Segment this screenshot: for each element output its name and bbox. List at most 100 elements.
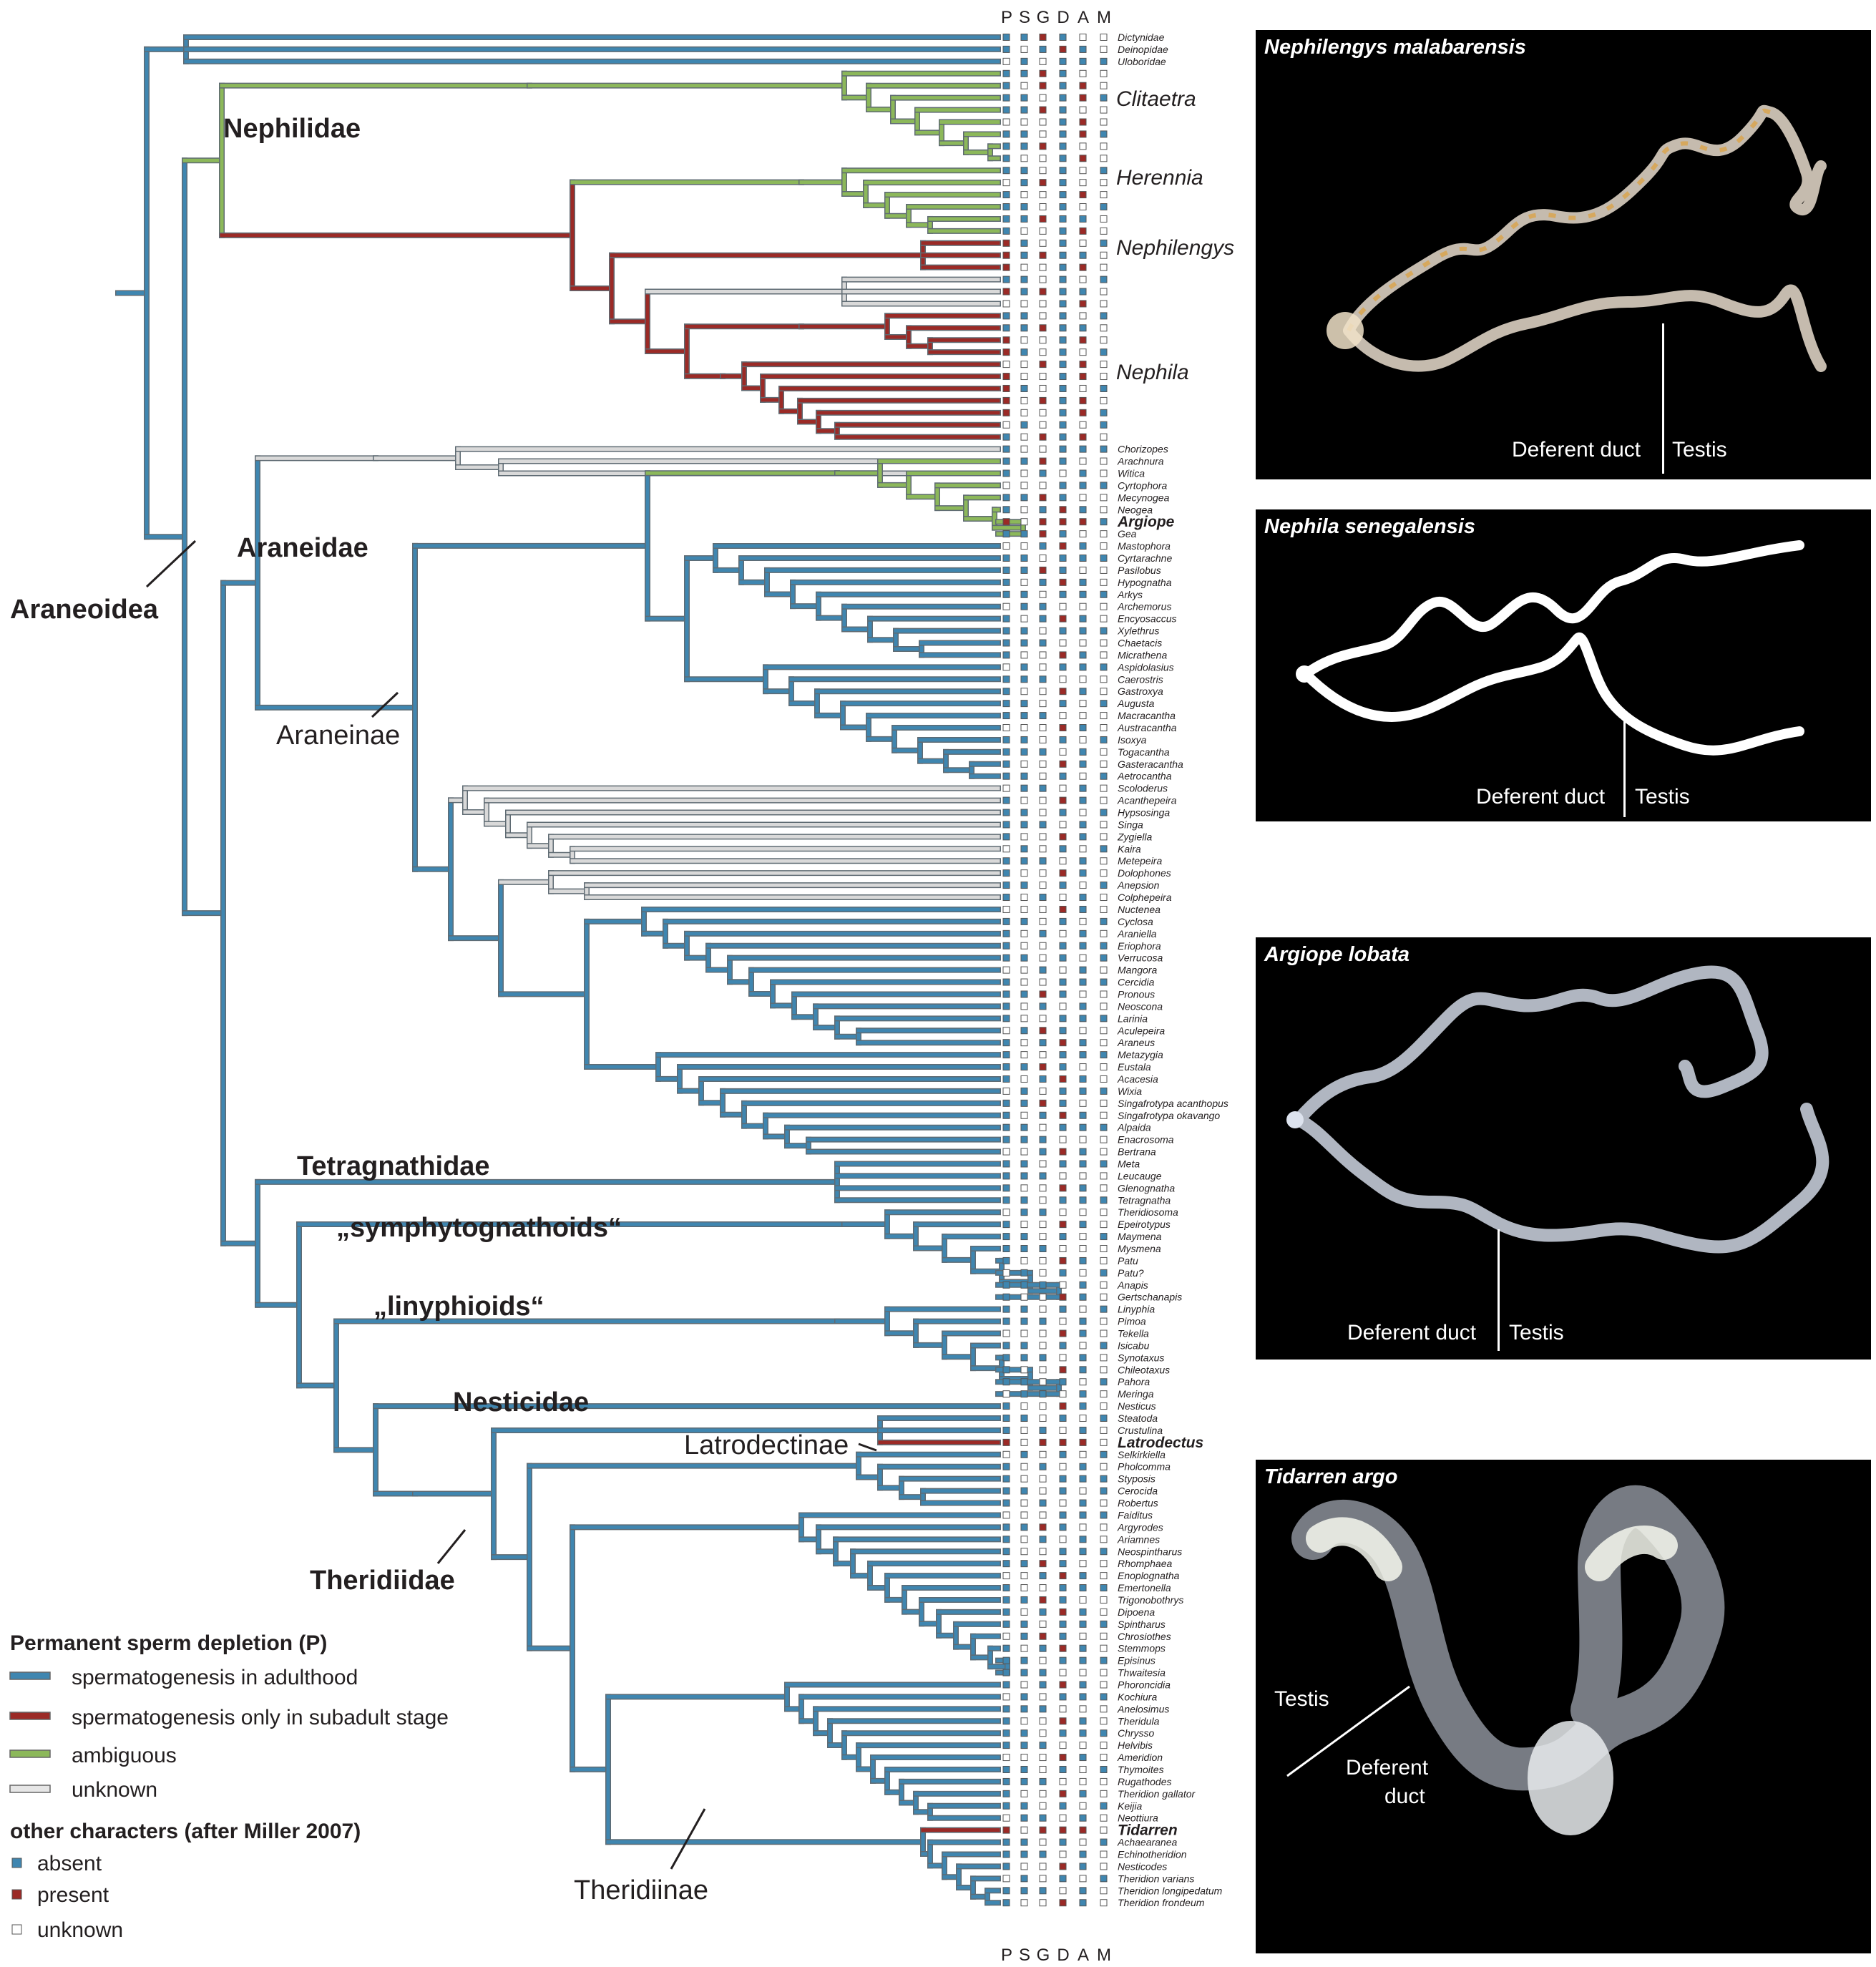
- matrix-cell: [1039, 1111, 1047, 1119]
- matrix-cell: [1059, 1669, 1067, 1676]
- matrix-cell: [1100, 1887, 1108, 1895]
- matrix-cell: [1039, 1293, 1047, 1301]
- matrix-cell: [1100, 1209, 1108, 1216]
- matrix-cell: [1079, 494, 1087, 502]
- matrix-cell: [1100, 809, 1108, 816]
- matrix-cell: [1100, 1317, 1108, 1325]
- matrix-cell: [1002, 1051, 1010, 1059]
- matrix-cell: [1079, 1777, 1087, 1785]
- matrix-cell: [1039, 239, 1047, 247]
- tidarren-pointer: [1286, 1685, 1410, 1777]
- matrix-cell: [1100, 1572, 1108, 1580]
- matrix-cell: [1100, 1160, 1108, 1168]
- legend-swatch-unknown-box: [11, 1924, 22, 1935]
- taxon-label: Rugathodes: [1118, 1776, 1172, 1787]
- matrix-cell: [1059, 1596, 1067, 1604]
- matrix-cell: [1100, 663, 1108, 671]
- clade-label-theridiinae: Theridiinae: [574, 1875, 708, 1905]
- matrix-cell: [1079, 1245, 1087, 1252]
- matrix-cell: [1020, 1863, 1028, 1870]
- matrix-cell: [1100, 312, 1108, 320]
- matrix-cell: [1002, 1487, 1010, 1495]
- matrix-cell: [1002, 1172, 1010, 1180]
- matrix-cell: [1079, 1632, 1087, 1640]
- matrix-cell: [1020, 566, 1028, 574]
- legend-item-unknown: unknown: [72, 1778, 157, 1802]
- matrix-cell: [1059, 288, 1067, 296]
- matrix-cell: [1100, 821, 1108, 829]
- matrix-cell: [1100, 712, 1108, 720]
- matrix-cell: [1059, 179, 1067, 187]
- taxon-label: Kaira: [1118, 843, 1141, 854]
- clade-label-linyphioids: „linyphioids“: [373, 1292, 544, 1322]
- matrix-cell: [1079, 433, 1087, 441]
- matrix-cell: [1020, 1293, 1028, 1301]
- matrix-cell: [1002, 1669, 1010, 1676]
- matrix-cell: [1020, 118, 1028, 126]
- matrix-cell: [1002, 1111, 1010, 1119]
- matrix-cell: [1079, 1256, 1087, 1264]
- matrix-cell: [1059, 433, 1067, 441]
- matrix-cell: [1039, 1087, 1047, 1095]
- matrix-cell: [1100, 142, 1108, 150]
- matrix-cell: [1100, 1087, 1108, 1095]
- matrix-cell: [1002, 118, 1010, 126]
- matrix-cell: [1039, 288, 1047, 296]
- matrix-cell: [1039, 263, 1047, 271]
- matrix-cell: [1002, 1209, 1010, 1216]
- matrix-cell: [1020, 1148, 1028, 1156]
- col-header-p: P: [1001, 8, 1012, 27]
- matrix-cell: [1002, 518, 1010, 526]
- matrix-cell: [1020, 1875, 1028, 1883]
- label-testis-4: Testis: [1274, 1687, 1329, 1711]
- matrix-cell: [1100, 615, 1108, 623]
- matrix-cell: [1020, 1717, 1028, 1725]
- matrix-cell: [1039, 724, 1047, 732]
- matrix-cell: [1002, 1644, 1010, 1652]
- matrix-cell: [1002, 251, 1010, 259]
- taxon-label: Bertrana: [1118, 1146, 1156, 1158]
- matrix-cell: [1020, 45, 1028, 53]
- matrix-cell: [1079, 1317, 1087, 1325]
- matrix-cell: [1020, 1415, 1028, 1422]
- matrix-cell: [1079, 578, 1087, 586]
- matrix-cell: [1079, 1863, 1087, 1870]
- matrix-cell: [1002, 700, 1010, 708]
- matrix-cell: [1020, 69, 1028, 77]
- matrix-cell: [1002, 1221, 1010, 1229]
- matrix-cell: [1100, 1148, 1108, 1156]
- taxon-label: Crustulina: [1118, 1425, 1163, 1436]
- matrix-cell: [1079, 639, 1087, 647]
- matrix-cell: [1059, 1814, 1067, 1822]
- taxon-label: Emertonella: [1118, 1582, 1171, 1593]
- matrix-cell: [1020, 155, 1028, 162]
- matrix-cell: [1020, 1281, 1028, 1289]
- matrix-cell: [1079, 530, 1087, 538]
- matrix-cell: [1020, 1317, 1028, 1325]
- matrix-cell: [1020, 1487, 1028, 1495]
- matrix-cell: [1020, 251, 1028, 259]
- matrix-cell: [1020, 1814, 1028, 1822]
- taxon-label: Chrosiothes: [1118, 1631, 1171, 1642]
- matrix-cell: [1100, 1560, 1108, 1568]
- matrix-cell: [1059, 1426, 1067, 1434]
- matrix-cell: [1020, 1075, 1028, 1083]
- matrix-cell: [1002, 142, 1010, 150]
- matrix-cell: [1100, 1656, 1108, 1664]
- matrix-cell: [1039, 542, 1047, 550]
- taxon-label: Cercidia: [1118, 977, 1155, 988]
- matrix-cell: [1002, 312, 1010, 320]
- taxon-label: Dictynidae: [1118, 31, 1165, 43]
- matrix-cell: [1039, 106, 1047, 114]
- matrix-cell: [1020, 1802, 1028, 1810]
- matrix-cell: [1039, 1838, 1047, 1846]
- matrix-cell: [1002, 1415, 1010, 1422]
- matrix-cell: [1002, 1572, 1010, 1580]
- matrix-cell: [1039, 227, 1047, 235]
- taxon-label: Cyclosa: [1118, 916, 1153, 927]
- matrix-cell: [1002, 1148, 1010, 1156]
- testis-photo-tidarren: [1291, 1485, 1725, 1835]
- testis-photo-nephilengys: [1327, 104, 1827, 372]
- matrix-cell: [1059, 675, 1067, 683]
- matrix-cell: [1020, 1099, 1028, 1107]
